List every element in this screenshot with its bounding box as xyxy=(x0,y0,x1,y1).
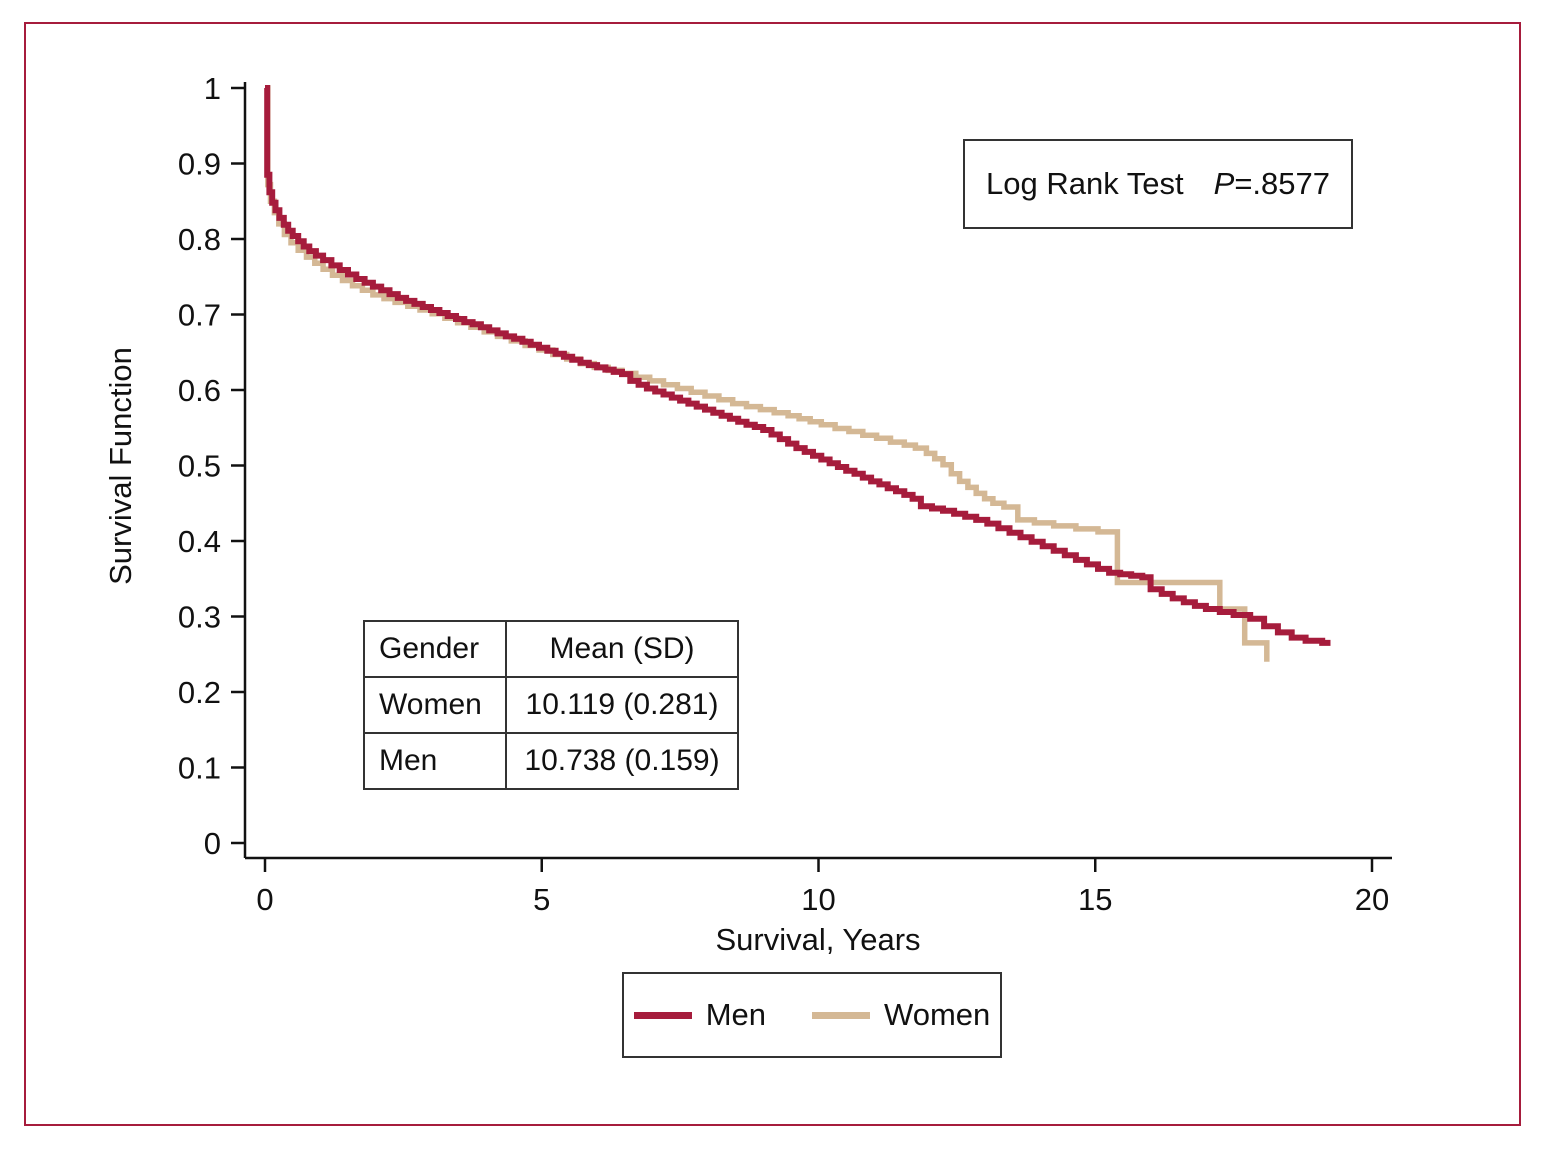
svg-text:0.9: 0.9 xyxy=(178,147,221,182)
svg-text:0.6: 0.6 xyxy=(178,373,221,408)
svg-text:0.3: 0.3 xyxy=(178,600,221,635)
legend-label-women: Women xyxy=(884,997,991,1032)
svg-text:5: 5 xyxy=(533,882,550,917)
svg-text:0.7: 0.7 xyxy=(178,298,221,333)
stats-table: Gender Mean (SD) Women 10.119 (0.281) Me… xyxy=(363,620,739,790)
p-symbol: P xyxy=(1213,166,1235,201)
svg-text:0: 0 xyxy=(256,882,273,917)
y-axis-title: Survival Function xyxy=(103,347,138,585)
svg-text:10: 10 xyxy=(801,882,835,917)
women-mean-cell: 10.119 (0.281) xyxy=(505,676,739,734)
svg-text:0.5: 0.5 xyxy=(178,449,221,484)
p-value: =.8577 xyxy=(1234,166,1330,201)
mean-sd-header-cell: Mean (SD) xyxy=(505,620,739,678)
legend-label-men: Men xyxy=(705,997,767,1032)
men-mean-cell: 10.738 (0.159) xyxy=(505,732,739,790)
gender-header-cell: Gender xyxy=(363,620,507,678)
stats-header-row: Gender Mean (SD) xyxy=(363,620,739,678)
svg-text:15: 15 xyxy=(1078,882,1112,917)
legend-box: Men Women xyxy=(622,972,1002,1058)
log-rank-box: Log Rank Test P =.8577 xyxy=(963,139,1353,229)
figure-border xyxy=(24,22,1521,1126)
svg-text:0.8: 0.8 xyxy=(178,222,221,257)
svg-text:0: 0 xyxy=(204,826,221,861)
women-line-swatch xyxy=(812,1011,871,1019)
log-rank-label: Log Rank Test xyxy=(986,166,1184,201)
women-label-cell: Women xyxy=(363,676,507,734)
svg-text:20: 20 xyxy=(1355,882,1389,917)
x-axis-title: Survival, Years xyxy=(715,922,921,957)
men-label-cell: Men xyxy=(363,732,507,790)
svg-text:1: 1 xyxy=(204,71,221,106)
legend-item-women: Women xyxy=(812,997,990,1033)
svg-text:0.1: 0.1 xyxy=(178,751,221,786)
legend-item-men: Men xyxy=(633,997,767,1033)
stats-row-men: Men 10.738 (0.159) xyxy=(363,732,739,790)
svg-text:0.4: 0.4 xyxy=(178,524,221,559)
svg-text:0.2: 0.2 xyxy=(178,675,221,710)
stats-row-women: Women 10.119 (0.281) xyxy=(363,676,739,734)
men-line-swatch xyxy=(633,1011,692,1019)
